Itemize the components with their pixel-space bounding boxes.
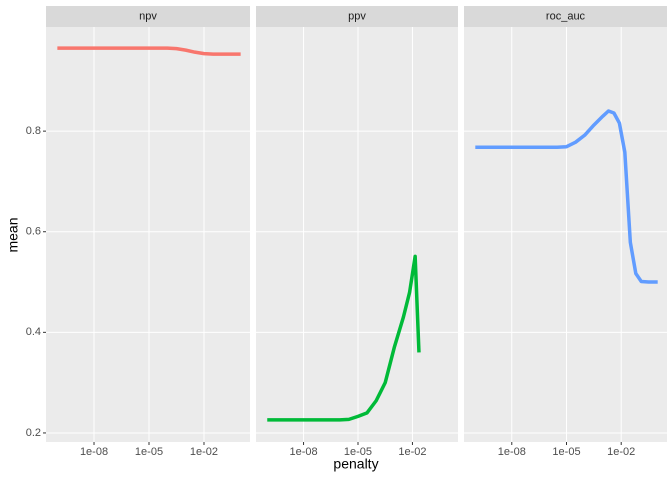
strip-label: ppv xyxy=(348,10,366,22)
panel xyxy=(464,27,667,442)
y-axis-label: mean xyxy=(5,217,21,252)
x-tick-label: 1e-08 xyxy=(289,446,317,458)
x-tick-label: 1e-05 xyxy=(344,446,372,458)
series-line xyxy=(267,254,421,422)
x-tick-label: 1e-05 xyxy=(552,446,580,458)
strip xyxy=(464,6,667,27)
strip-label: npv xyxy=(139,10,157,22)
x-tick-label: 1e-02 xyxy=(190,446,218,458)
strip-label: roc_auc xyxy=(546,10,586,22)
panel xyxy=(46,27,250,442)
panel xyxy=(256,27,458,442)
x-tick-label: 1e-02 xyxy=(398,446,426,458)
x-tick-label: 1e-08 xyxy=(80,446,108,458)
y-tick-label: 0.4 xyxy=(26,326,41,338)
strip xyxy=(256,6,458,27)
strip xyxy=(46,6,250,27)
series-line xyxy=(475,109,658,284)
x-tick-label: 1e-05 xyxy=(135,446,163,458)
y-tick-label: 0.2 xyxy=(26,427,41,439)
x-tick-label: 1e-02 xyxy=(607,446,635,458)
x-axis-label: penalty xyxy=(333,456,378,472)
series-line xyxy=(57,46,241,56)
y-tick-label: 0.6 xyxy=(26,226,41,238)
y-tick-label: 0.8 xyxy=(26,125,41,137)
x-tick-label: 1e-08 xyxy=(498,446,526,458)
